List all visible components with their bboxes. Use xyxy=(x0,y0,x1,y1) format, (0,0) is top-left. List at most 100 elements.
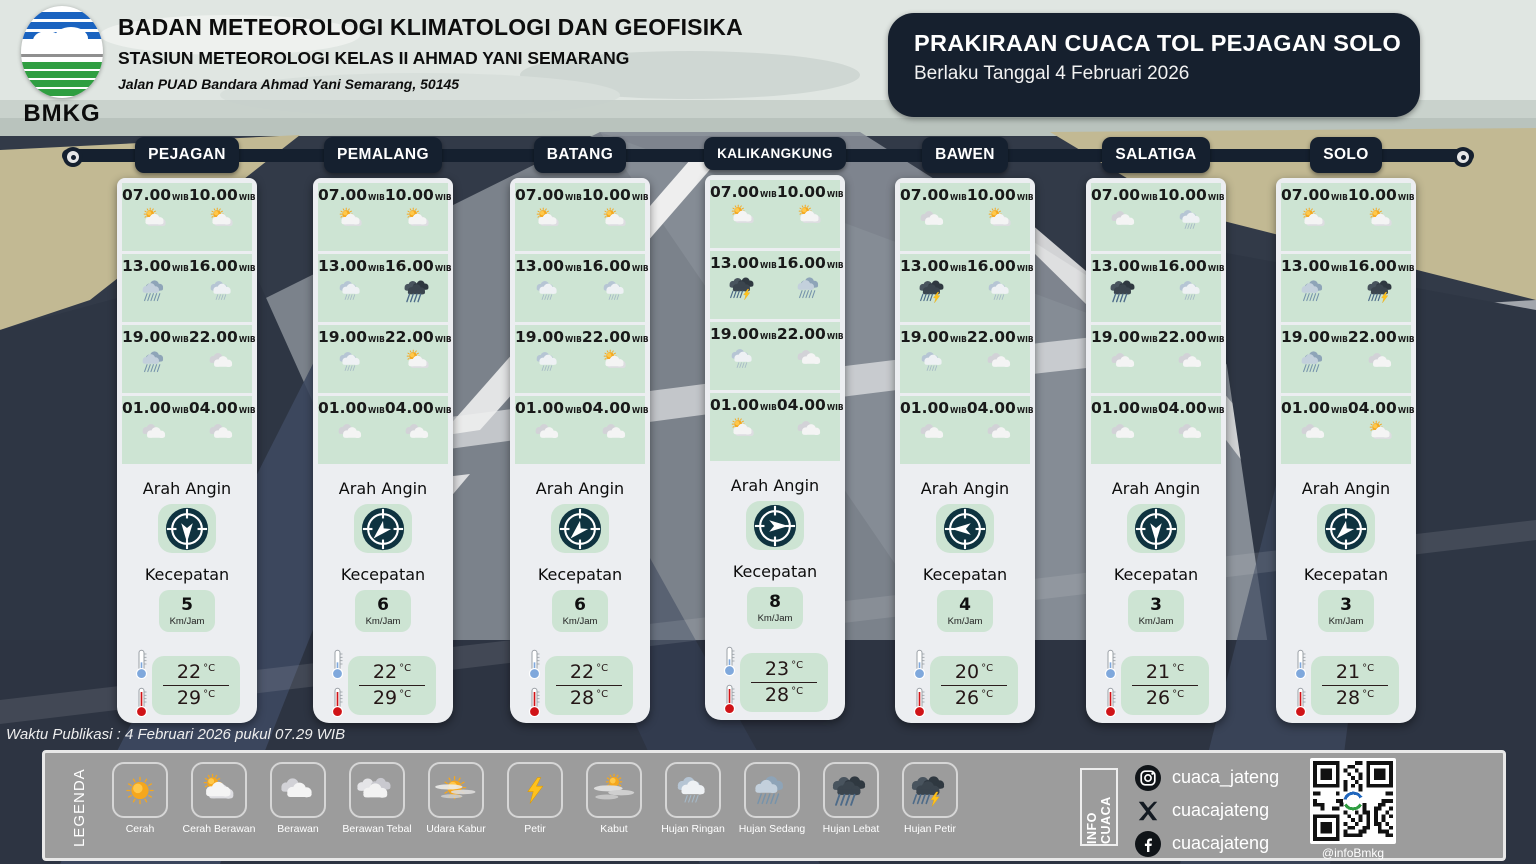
wind-speed-value: 3 xyxy=(1340,595,1352,615)
forecast-cell: 13.00WIB xyxy=(1281,254,1348,322)
wind-direction-label: Arah Angin xyxy=(1111,479,1201,498)
cerah-berawan-icon xyxy=(598,207,632,238)
forecast-time: 04.00WIB xyxy=(776,396,844,414)
cerah-berawan-icon xyxy=(598,349,632,380)
forecast-cell: 04.00WIB xyxy=(1158,396,1225,464)
wind-speed-unit: Km/Jam xyxy=(947,616,983,627)
temperature-box: 22 °C 29 °C xyxy=(152,656,240,715)
forecast-time: 19.00WIB xyxy=(122,328,189,346)
berawan-icon xyxy=(598,420,632,451)
forecast-blocks: 07.00WIB 10.00WIB 13.00WIB 16.00WIB 19.00WIB… xyxy=(1086,183,1226,467)
forecast-time: 22.00WIB xyxy=(966,328,1034,346)
station-column: PEMALANG 07.00WIB 10.00WIB 13.00WIB 16.00WI… xyxy=(313,137,453,723)
forecast-block: 13.00WIB 16.00WIB xyxy=(515,254,649,322)
forecast-time: 22.00WIB xyxy=(776,325,844,343)
max-thermometer-icon xyxy=(912,686,927,723)
station-card: 07.00WIB 10.00WIB 13.00WIB 16.00WIB 19.00WIB… xyxy=(1086,178,1226,723)
wind-direction-label: Arah Angin xyxy=(338,479,428,498)
forecast-cell: 22.00WIB xyxy=(189,325,256,393)
forecast-cell: 16.00WIB xyxy=(967,254,1034,322)
station-name-badge: PEMALANG xyxy=(324,137,442,173)
temperature-row: 22 °C 29 °C xyxy=(134,648,240,723)
max-thermometer-icon xyxy=(134,686,149,723)
legend-item: Hujan Lebat xyxy=(822,762,880,835)
temp-min-value: 21 xyxy=(1145,661,1171,684)
forecast-time: 16.00WIB xyxy=(776,254,844,272)
forecast-time: 04.00WIB xyxy=(384,399,452,417)
hujan-lebat-icon xyxy=(1107,278,1141,309)
station-column: KALIKANGKUNG 07.00WIB 10.00WIB 13.00WIB 16.… xyxy=(704,137,846,720)
forecast-time: 13.00WIB xyxy=(900,257,967,275)
legend-item-label: Berawan Tebal xyxy=(342,823,412,835)
cerah-berawan-icon xyxy=(401,207,435,238)
wind-speed-label: Kecepatan xyxy=(1303,565,1389,584)
facebook-row: cuacajateng xyxy=(1135,830,1279,857)
station-name: BAWEN xyxy=(935,146,995,163)
cerah-berawan-icon xyxy=(191,762,247,818)
forecast-time: 13.00WIB xyxy=(1281,257,1348,275)
forecast-blocks: 07.00WIB 10.00WIB 13.00WIB 16.00WIB 19.00WIB… xyxy=(705,180,845,464)
hujan-ringan-icon xyxy=(531,349,565,380)
wind-speed-value: 8 xyxy=(769,592,781,612)
temperature-row: 20 °C 26 °C xyxy=(912,648,1018,723)
wind-speed-unit: Km/Jam xyxy=(1328,616,1364,627)
forecast-block: 19.00WIB 22.00WIB xyxy=(515,325,649,393)
forecast-block: 19.00WIB 22.00WIB xyxy=(318,325,452,393)
forecast-cell: 01.00WIB xyxy=(122,396,189,464)
wind-compass-icon xyxy=(158,504,216,553)
forecast-cell: 19.00WIB xyxy=(515,325,582,393)
berawan-icon xyxy=(793,417,827,448)
temp-min-unit: °C xyxy=(399,663,412,675)
temperature-box: 22 °C 28 °C xyxy=(545,656,633,715)
wind-speed-label: Kecepatan xyxy=(1113,565,1199,584)
forecast-cell: 04.00WIB xyxy=(385,396,452,464)
forecast-time: 01.00WIB xyxy=(122,399,189,417)
temperature-divider xyxy=(941,685,1007,686)
forecast-time: 07.00WIB xyxy=(1091,186,1158,204)
station-card: 07.00WIB 10.00WIB 13.00WIB 16.00WIB 19.00WIB… xyxy=(895,178,1035,723)
temperature-row: 22 °C 28 °C xyxy=(527,648,633,723)
forecast-cell: 19.00WIB xyxy=(1091,325,1158,393)
temp-min-value: 21 xyxy=(1335,661,1361,684)
cerah-berawan-icon xyxy=(1364,207,1398,238)
temp-min-unit: °C xyxy=(203,663,216,675)
forecast-time: 19.00WIB xyxy=(900,328,967,346)
bmkg-logo-icon xyxy=(21,6,103,98)
wind-speed-label: Kecepatan xyxy=(537,565,623,584)
berawan-icon xyxy=(270,762,326,818)
forecast-time: 01.00WIB xyxy=(710,396,777,414)
temperature-divider xyxy=(163,685,229,686)
forecast-block: 07.00WIB 10.00WIB xyxy=(122,183,256,251)
cerah-berawan-icon xyxy=(793,204,827,235)
thermometers xyxy=(527,648,542,723)
forecast-cell: 13.00WIB xyxy=(318,254,385,322)
station-column: PEJAGAN 07.00WIB 10.00WIB 13.00WIB 16.00WIB… xyxy=(117,137,257,723)
wind-speed-unit: Km/Jam xyxy=(169,616,205,627)
station-name-badge: BATANG xyxy=(533,137,627,173)
x-icon xyxy=(1135,798,1161,824)
forecast-block: 01.00WIB 04.00WIB xyxy=(122,396,256,464)
forecast-time: 13.00WIB xyxy=(122,257,189,275)
hujan-ringan-icon xyxy=(726,346,760,377)
thermometers xyxy=(722,645,737,720)
legend-item: Hujan Petir xyxy=(901,762,959,835)
temperature-divider xyxy=(1132,685,1198,686)
forecast-time: 13.00WIB xyxy=(318,257,385,275)
forecast-block: 19.00WIB 22.00WIB xyxy=(900,325,1034,393)
forecast-time: 22.00WIB xyxy=(188,328,256,346)
forecast-cell: 04.00WIB xyxy=(777,393,844,461)
wind-compass-icon xyxy=(354,504,412,553)
temperature-divider xyxy=(556,685,622,686)
forecast-block: 13.00WIB 16.00WIB xyxy=(900,254,1034,322)
forecast-cell: 22.00WIB xyxy=(385,325,452,393)
temp-min-value: 22 xyxy=(372,661,398,684)
hujan-ringan-icon xyxy=(205,278,239,309)
hujan-lebat-icon xyxy=(401,278,435,309)
temp-min-value: 20 xyxy=(954,661,980,684)
temp-max-value: 28 xyxy=(1335,687,1361,709)
cerah-berawan-icon xyxy=(1364,420,1398,451)
social-handle: cuacajateng xyxy=(1172,800,1270,820)
wind-direction-label: Arah Angin xyxy=(535,479,625,498)
wind-direction-label: Arah Angin xyxy=(730,476,820,495)
forecast-block: 13.00WIB 16.00WIB xyxy=(1281,254,1415,322)
